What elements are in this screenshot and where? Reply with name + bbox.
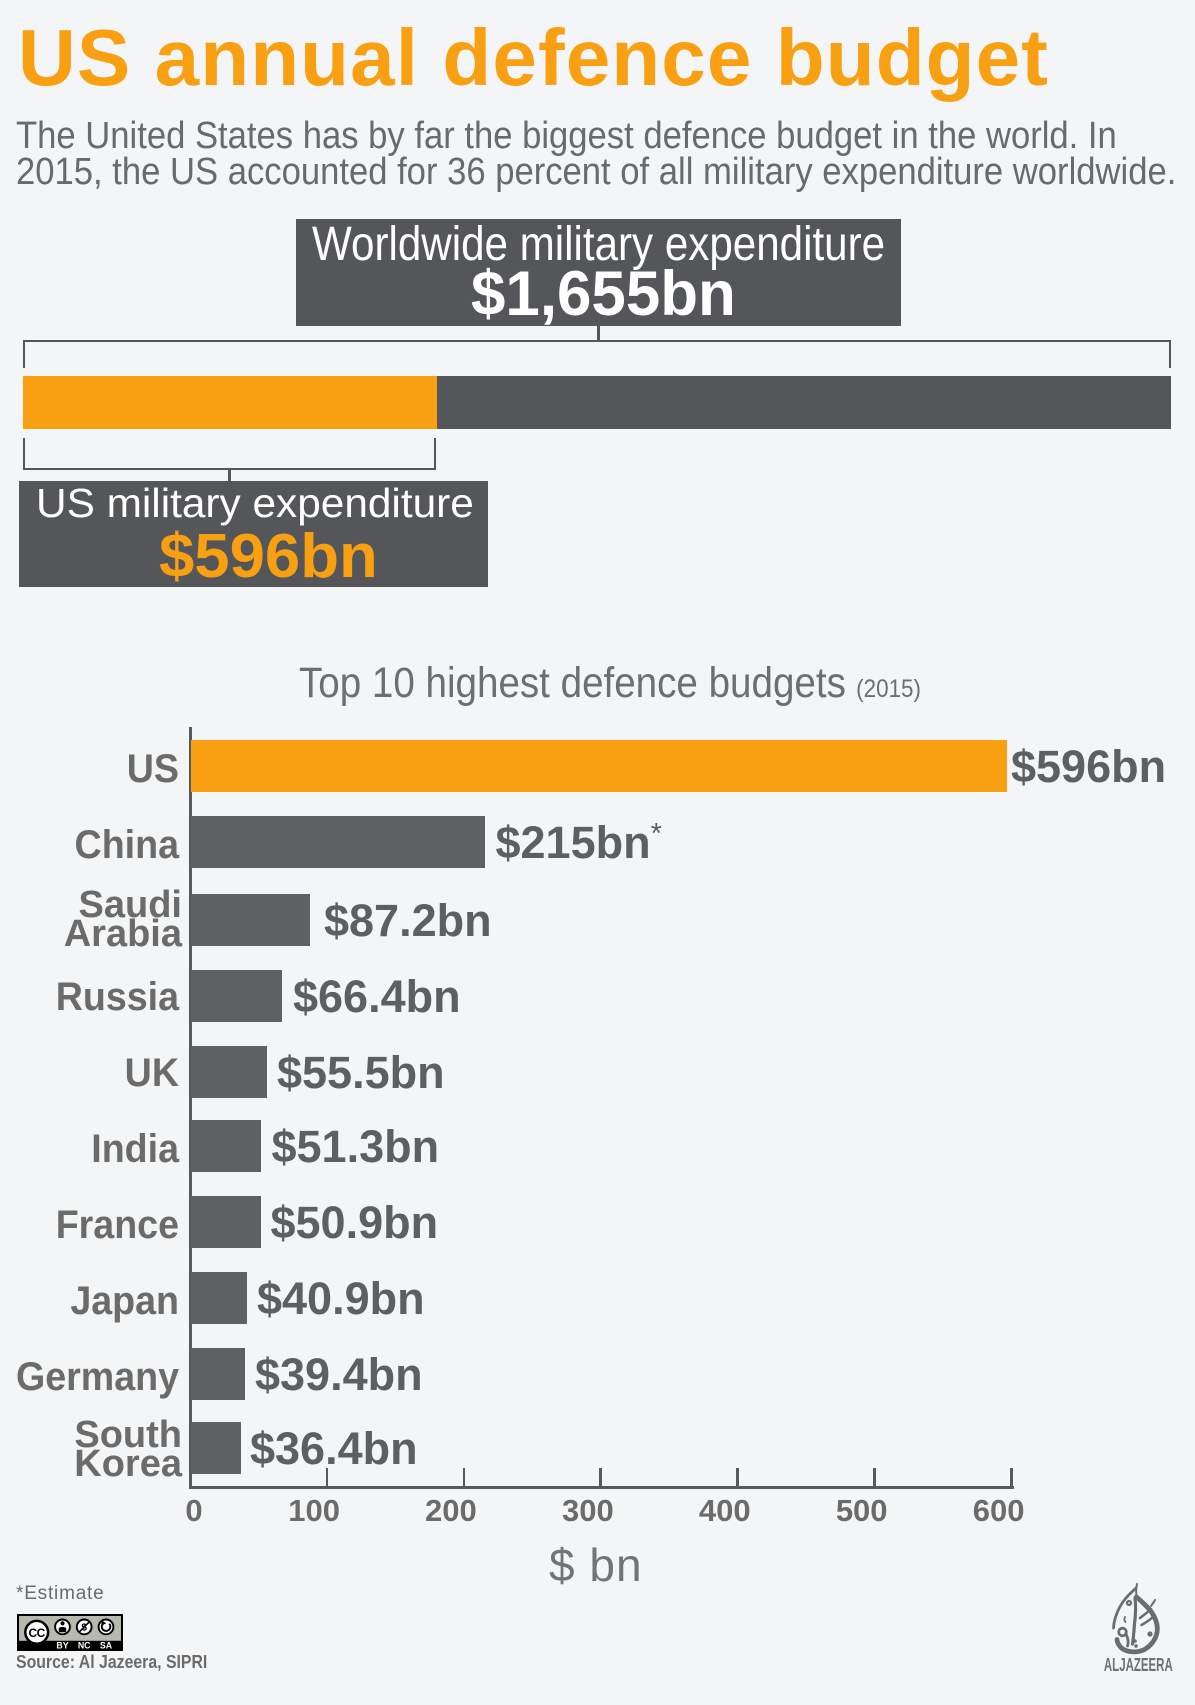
svg-text:NC: NC <box>78 1641 91 1651</box>
svg-text:BY: BY <box>56 1641 68 1651</box>
svg-text:SA: SA <box>100 1641 113 1651</box>
svg-text:CC: CC <box>29 1626 46 1640</box>
